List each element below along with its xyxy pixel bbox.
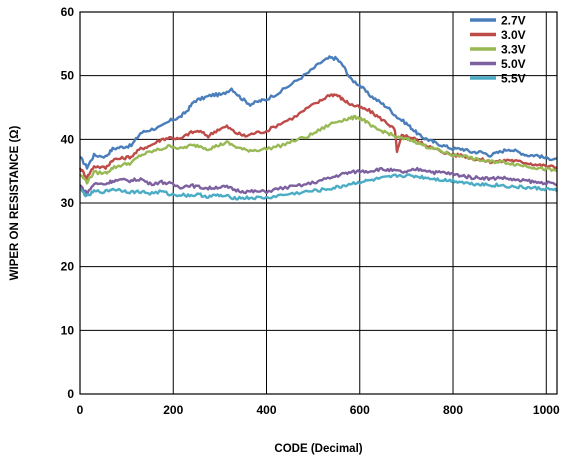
y-tick-label: 40 [61, 132, 75, 146]
plot-frame [79, 11, 558, 395]
y-axis-label: WIPER ON RESISTANCE (Ω) [9, 125, 21, 280]
series-line-5-5v [79, 173, 559, 201]
grid-lines [80, 12, 557, 394]
y-tick-label: 0 [67, 387, 74, 401]
legend-label: 2.7V [501, 14, 526, 28]
legend-label: 5.0V [501, 57, 526, 71]
x-tick-labels: 0 200 400 600 800 1000 [77, 403, 560, 417]
x-tick-label: 1000 [533, 403, 560, 417]
y-tick-label: 30 [61, 196, 75, 210]
legend-label: 3.0V [501, 28, 526, 42]
x-axis-label: CODE (Decimal) [274, 443, 362, 455]
y-tick-labels: 0 10 20 30 40 50 60 [61, 5, 75, 401]
y-tick-label: 50 [61, 69, 75, 83]
legend: 2.7V3.0V3.3V5.0V5.5V [470, 14, 526, 86]
series-line-2-7v [79, 55, 558, 170]
legend-label: 3.3V [501, 43, 526, 57]
series-line-3-3v [79, 114, 558, 185]
series-lines [78, 55, 559, 201]
x-tick-label: 400 [256, 403, 276, 417]
series-line-5-0v [79, 166, 558, 197]
legend-label: 5.5V [501, 72, 526, 86]
series-line-3-0v [78, 93, 558, 180]
x-tick-label: 600 [350, 403, 370, 417]
x-tick-label: 0 [77, 403, 84, 417]
x-tick-label: 800 [443, 403, 463, 417]
x-tick-label: 200 [163, 403, 183, 417]
y-tick-label: 20 [61, 260, 75, 274]
y-tick-label: 60 [61, 5, 75, 19]
y-tick-label: 10 [61, 323, 75, 337]
